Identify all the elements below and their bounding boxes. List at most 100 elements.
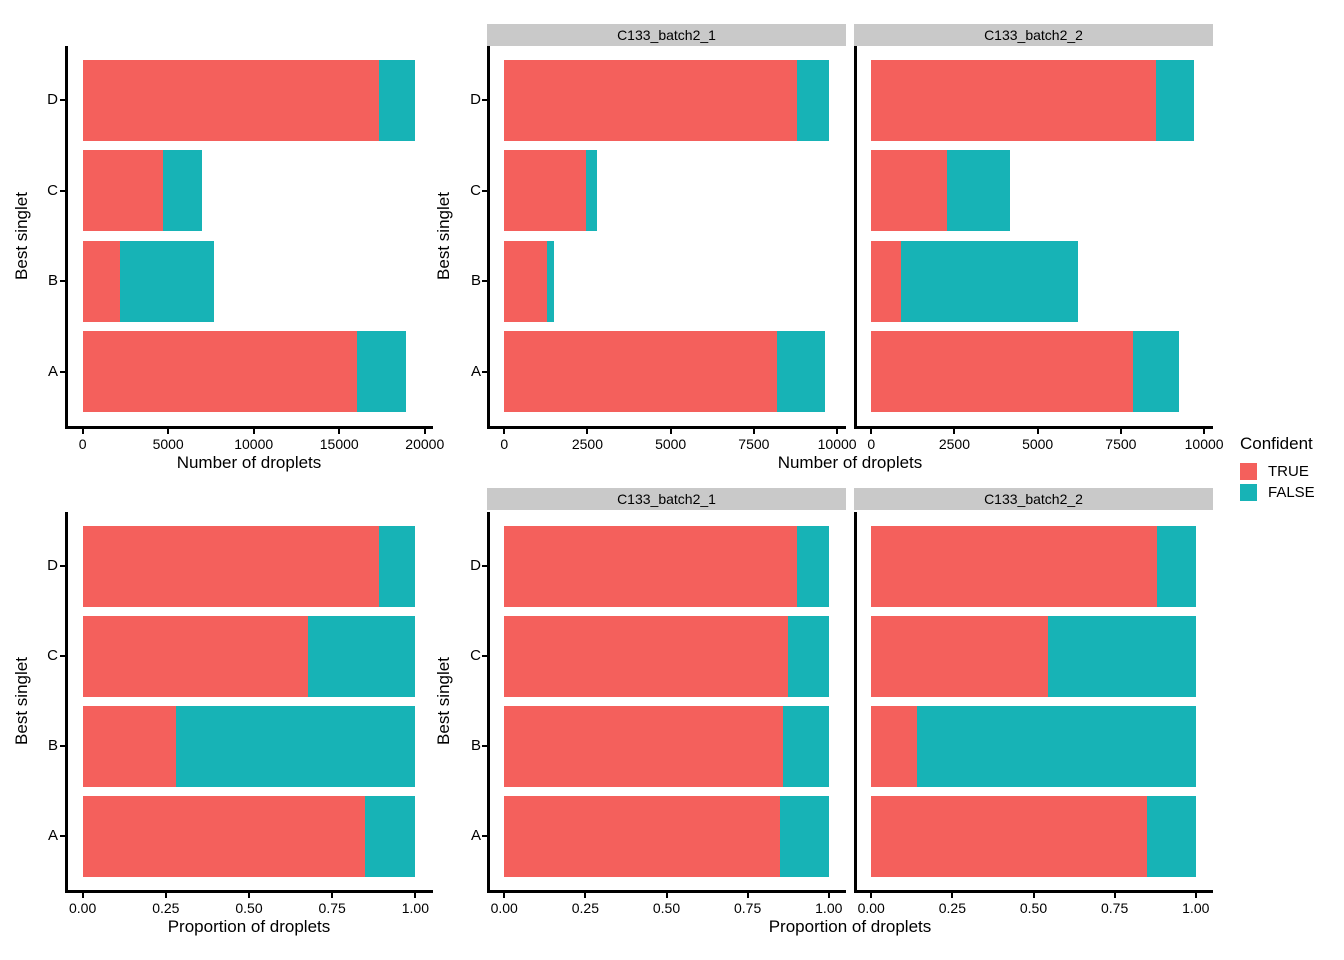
bar-segment-false bbox=[365, 795, 416, 877]
y-axis-line bbox=[65, 46, 68, 429]
x-tick-label: 5000 bbox=[152, 436, 184, 452]
x-tick-label: 7500 bbox=[738, 436, 770, 452]
x-axis-line bbox=[487, 426, 846, 429]
category-label: A bbox=[47, 362, 58, 380]
bar-segment-false bbox=[900, 240, 1078, 322]
y-tick-mark bbox=[60, 745, 66, 747]
x-tick-label: 5000 bbox=[655, 436, 687, 452]
bar-segment-false bbox=[780, 795, 829, 877]
x-axis-title: Proportion of droplets bbox=[167, 917, 331, 936]
bar-segment-true bbox=[871, 59, 1156, 141]
x-tick-mark bbox=[248, 892, 250, 898]
x-tick-label: 0.50 bbox=[1019, 900, 1048, 916]
bar-segment-true bbox=[871, 795, 1147, 877]
bar-segment-true bbox=[82, 525, 380, 607]
x-tick-label: 0.75 bbox=[318, 900, 346, 916]
x-axis-line bbox=[487, 890, 846, 893]
category-label: B bbox=[470, 737, 481, 754]
bar-segment-false bbox=[1146, 795, 1196, 877]
bar-segment-true bbox=[504, 150, 586, 232]
bar-segment-false bbox=[777, 331, 826, 413]
category-label: A bbox=[47, 827, 58, 844]
x-tick-mark bbox=[164, 892, 167, 898]
category-label: B bbox=[470, 272, 481, 290]
bar-segment-true bbox=[871, 705, 918, 787]
x-axis-line bbox=[854, 890, 1213, 893]
bar-segment-false bbox=[379, 59, 416, 141]
bar-segment-false bbox=[163, 150, 202, 232]
y-tick-mark bbox=[482, 565, 488, 567]
x-tick-mark bbox=[665, 892, 668, 898]
facet-strip: C133_batch2_2 bbox=[854, 24, 1213, 46]
bar-segment-false bbox=[1132, 331, 1180, 413]
x-tick-label: 7500 bbox=[1105, 436, 1137, 452]
bar-segment-false bbox=[917, 705, 1196, 787]
category-label: D bbox=[470, 91, 481, 109]
y-tick-mark bbox=[482, 99, 488, 102]
x-tick-label: 0.75 bbox=[734, 900, 762, 916]
legend-confident: Confident TRUE FALSE bbox=[1240, 434, 1315, 505]
bar-segment-true bbox=[871, 615, 1049, 697]
x-tick-label: 5000 bbox=[1022, 436, 1054, 452]
y-axis-line bbox=[487, 46, 490, 429]
facet-strip: C133_batch2_2 bbox=[854, 488, 1213, 510]
x-tick-label: 20000 bbox=[405, 436, 445, 452]
y-tick-mark bbox=[60, 655, 66, 657]
facet-strip-label: C133_batch2_2 bbox=[984, 27, 1083, 43]
x-axis-line bbox=[65, 426, 433, 429]
bar-segment-true bbox=[504, 795, 781, 877]
x-tick-label: 0 bbox=[78, 436, 87, 452]
x-tick-label: 0 bbox=[500, 436, 509, 452]
x-axis-line bbox=[65, 890, 433, 893]
y-axis-title: Best singlet bbox=[12, 192, 31, 280]
x-tick-mark bbox=[1113, 892, 1116, 898]
x-tick-mark bbox=[1032, 892, 1035, 898]
category-label: A bbox=[470, 362, 481, 380]
x-tick-mark bbox=[503, 428, 506, 434]
x-tick-label: 0 bbox=[867, 436, 876, 452]
x-axis-title: Number of droplets bbox=[176, 453, 322, 472]
x-tick-mark bbox=[586, 428, 589, 434]
bar-segment-true bbox=[504, 240, 548, 322]
x-tick-label: 2500 bbox=[938, 436, 971, 452]
bar-segment-false bbox=[783, 705, 829, 787]
category-label: C bbox=[47, 181, 58, 199]
bar-segment-true bbox=[82, 150, 164, 232]
y-tick-mark bbox=[482, 280, 488, 283]
y-tick-mark bbox=[60, 370, 66, 373]
y-axis-title: Best singlet bbox=[434, 192, 453, 280]
x-axis-line bbox=[854, 426, 1213, 429]
x-tick-mark bbox=[953, 428, 956, 434]
category-label: D bbox=[470, 557, 481, 574]
y-axis-line bbox=[854, 46, 857, 429]
legend-swatch-true bbox=[1240, 463, 1257, 480]
y-axis-line bbox=[854, 512, 857, 893]
facet-strip: C133_batch2_1 bbox=[487, 488, 846, 510]
bar-segment-true bbox=[82, 705, 177, 787]
bar-segment-false bbox=[1048, 615, 1196, 697]
x-tick-mark bbox=[167, 428, 170, 434]
category-label: B bbox=[47, 737, 58, 754]
y-axis-line bbox=[65, 512, 68, 893]
category-label: C bbox=[470, 181, 481, 199]
y-tick-mark bbox=[60, 835, 66, 837]
x-tick-mark bbox=[1119, 428, 1122, 434]
x-tick-mark bbox=[836, 428, 839, 434]
y-axis-title: Best singlet bbox=[434, 657, 453, 745]
y-axis-line bbox=[487, 512, 490, 893]
y-tick-mark bbox=[482, 835, 488, 837]
bar-segment-true bbox=[504, 331, 778, 413]
x-tick-mark bbox=[81, 428, 84, 434]
x-tick-label: 0.75 bbox=[1101, 900, 1129, 916]
y-tick-mark bbox=[482, 370, 488, 373]
bar-segment-false bbox=[308, 615, 416, 697]
x-tick-label: 1.00 bbox=[815, 900, 843, 916]
y-tick-mark bbox=[482, 189, 488, 192]
x-tick-mark bbox=[870, 428, 873, 434]
bar-segment-true bbox=[82, 240, 120, 322]
x-tick-mark bbox=[669, 428, 672, 434]
bar-segment-true bbox=[82, 331, 358, 413]
facet-strip-label: C133_batch2_2 bbox=[984, 491, 1083, 507]
x-tick-label: 2500 bbox=[571, 436, 604, 452]
legend-swatch-false bbox=[1240, 484, 1257, 501]
